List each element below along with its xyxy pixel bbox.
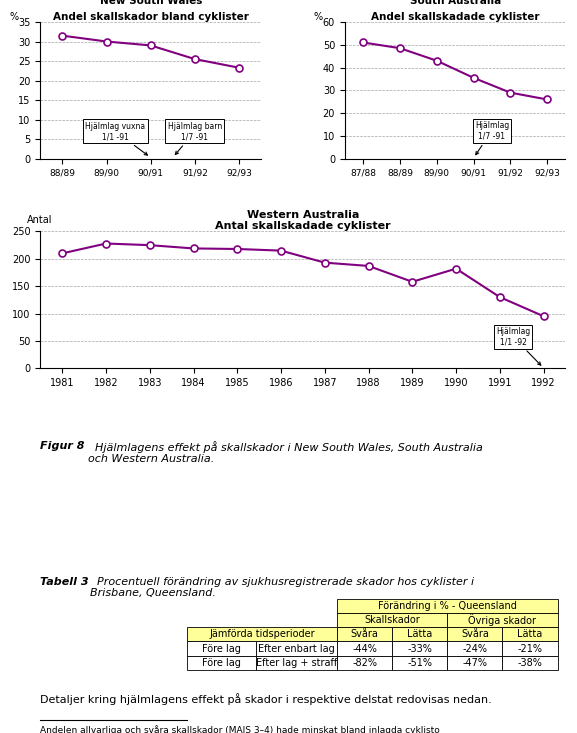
Text: Lätta: Lätta [407, 630, 432, 639]
Text: -82%: -82% [352, 658, 377, 668]
FancyBboxPatch shape [392, 656, 447, 670]
FancyBboxPatch shape [337, 641, 392, 656]
Text: Antal: Antal [27, 215, 53, 224]
Title: Andel skallskadade cyklister: Andel skallskadade cyklister [371, 12, 539, 22]
Text: -33%: -33% [407, 644, 432, 654]
Text: Efter lag + straff: Efter lag + straff [256, 658, 337, 668]
FancyBboxPatch shape [447, 627, 503, 641]
Text: %: % [9, 12, 18, 22]
Text: Detaljer kring hjälmlagens effekt på skador i respektive delstat redovisas nedan: Detaljer kring hjälmlagens effekt på ska… [40, 693, 492, 705]
Text: Lätta: Lätta [518, 630, 542, 639]
FancyBboxPatch shape [392, 627, 447, 641]
FancyBboxPatch shape [503, 641, 557, 656]
Text: Före lag: Före lag [202, 658, 241, 668]
Text: Skallskador: Skallskador [364, 615, 420, 625]
Text: Efter enbart lag: Efter enbart lag [258, 644, 335, 654]
Text: Svåra: Svåra [351, 630, 379, 639]
Text: Hjälmlag vuxna
1/1 -91: Hjälmlag vuxna 1/1 -91 [85, 122, 148, 155]
FancyBboxPatch shape [337, 599, 557, 613]
Text: -24%: -24% [462, 644, 488, 654]
FancyBboxPatch shape [447, 656, 503, 670]
Text: %: % [314, 12, 323, 22]
Text: -51%: -51% [407, 658, 432, 668]
Text: Procentuell förändring av sjukhusregistrerade skador hos cyklister i
Brisbane, Q: Procentuell förändring av sjukhusregistr… [90, 577, 474, 598]
FancyBboxPatch shape [447, 641, 503, 656]
Text: Förändring i % - Queensland: Förändring i % - Queensland [378, 601, 517, 611]
Text: Svåra: Svåra [461, 630, 489, 639]
FancyBboxPatch shape [337, 656, 392, 670]
Text: -44%: -44% [352, 644, 377, 654]
Text: Tabell 3: Tabell 3 [40, 577, 89, 587]
FancyBboxPatch shape [256, 641, 337, 656]
FancyBboxPatch shape [337, 627, 392, 641]
FancyBboxPatch shape [188, 641, 256, 656]
FancyBboxPatch shape [392, 641, 447, 656]
Text: South Australia: South Australia [410, 0, 501, 6]
Text: -21%: -21% [518, 644, 542, 654]
Text: -38%: -38% [518, 658, 542, 668]
Text: Hjälmlag barn
1/7 -91: Hjälmlag barn 1/7 -91 [168, 122, 222, 155]
Title: Andel skallskador bland cyklister: Andel skallskador bland cyklister [53, 12, 249, 22]
Text: Hjälmlagens effekt på skallskador i New South Wales, South Australia
och Western: Hjälmlagens effekt på skallskador i New … [88, 441, 482, 465]
FancyBboxPatch shape [337, 613, 447, 627]
FancyBboxPatch shape [256, 656, 337, 670]
Text: Övriga skador: Övriga skador [469, 614, 537, 626]
Text: Figur 8: Figur 8 [40, 441, 85, 451]
Text: New South Wales: New South Wales [99, 0, 202, 6]
Text: Hjälmlag
1/7 -91: Hjälmlag 1/7 -91 [475, 121, 509, 155]
Text: Före lag: Före lag [202, 644, 241, 654]
FancyBboxPatch shape [188, 656, 256, 670]
Text: Andelen allvarliga och svåra skallskador (MAIS 3–4) hade minskat bland inlagda c: Andelen allvarliga och svåra skallskador… [40, 725, 440, 733]
FancyBboxPatch shape [447, 613, 557, 627]
Text: Jämförda tidsperioder: Jämförda tidsperioder [209, 630, 315, 639]
FancyBboxPatch shape [503, 627, 557, 641]
Text: Hjälmlag
1/1 -92: Hjälmlag 1/1 -92 [496, 327, 541, 365]
FancyBboxPatch shape [188, 627, 337, 641]
Title: Antal skallskadade cyklister: Antal skallskadade cyklister [215, 221, 391, 232]
Text: -47%: -47% [462, 658, 488, 668]
FancyBboxPatch shape [503, 656, 557, 670]
Text: Western Australia: Western Australia [247, 210, 359, 220]
